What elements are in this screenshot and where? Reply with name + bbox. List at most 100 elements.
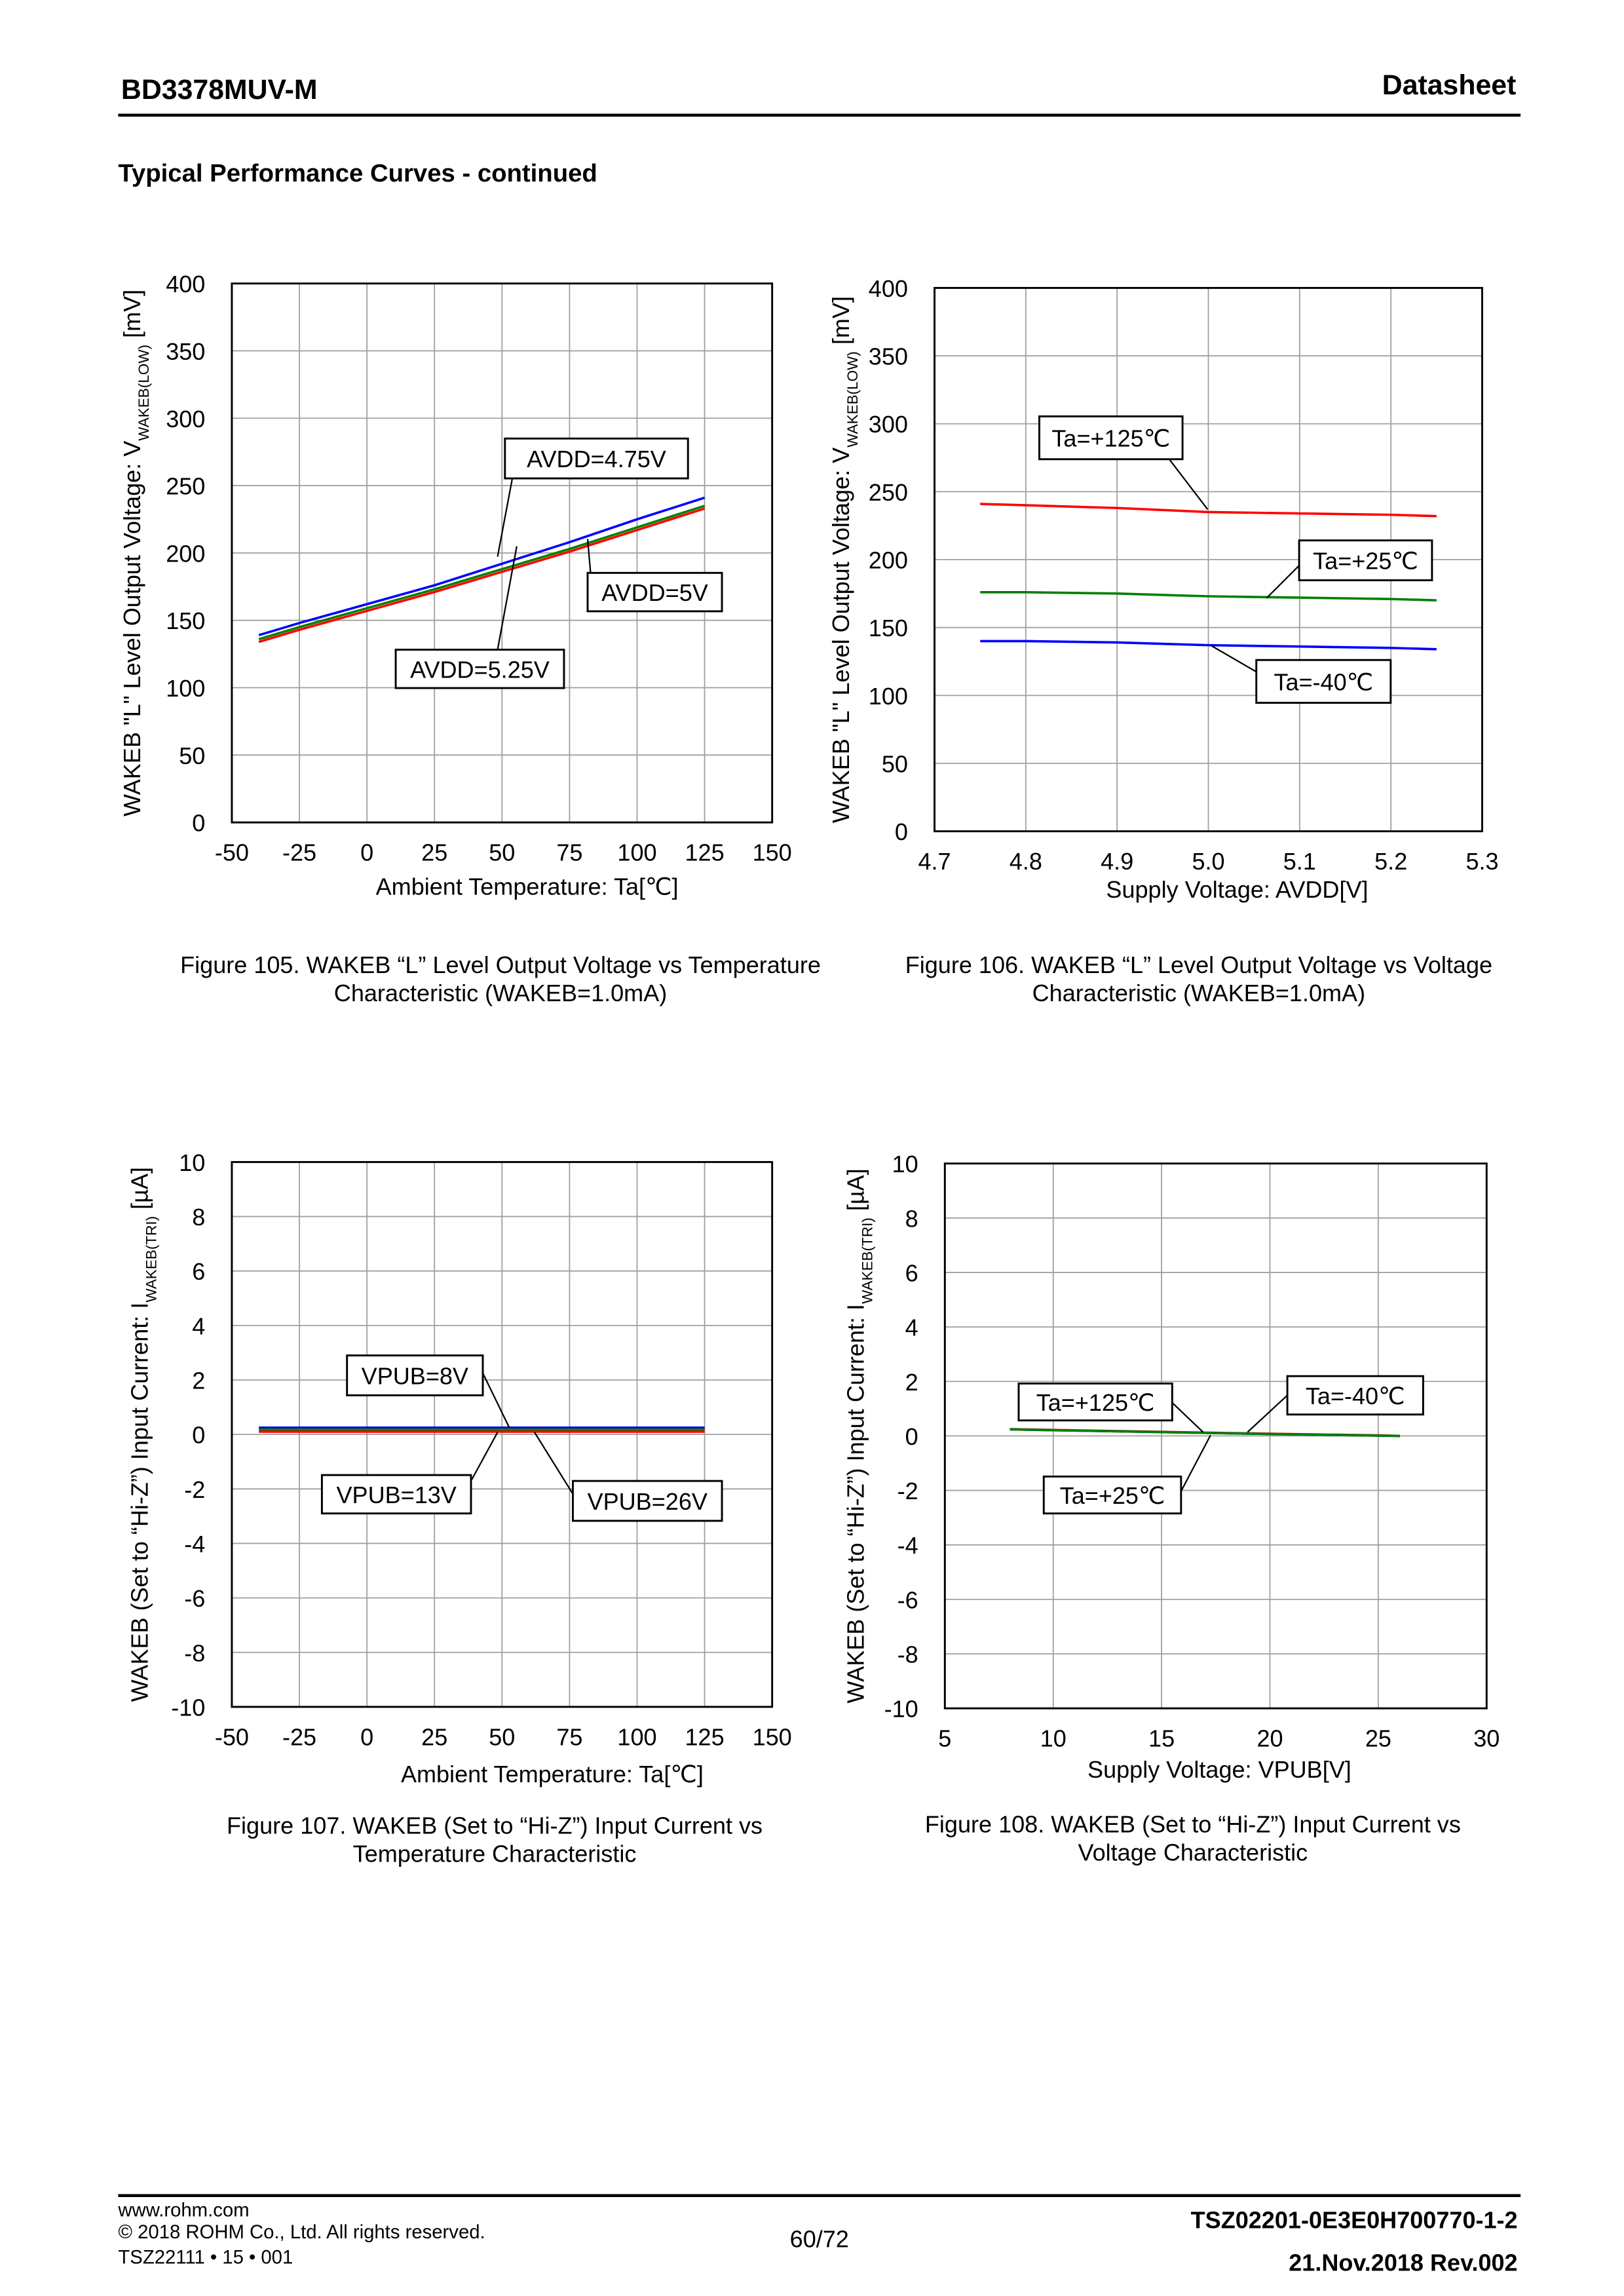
doc-type: Datasheet [1382,69,1517,101]
date-rev: 21.Nov.2018 Rev.002 [1289,2249,1517,2276]
x-tick-label: 100 [617,839,656,866]
callout-box [586,571,723,613]
plot-frame [943,1162,1488,1710]
series-label: AVDD=4.75V [527,446,666,472]
x-tick-label: 4.8 [1010,848,1042,875]
y-tick-label: -4 [897,1532,918,1559]
x-tick-label: 30 [1473,1725,1500,1752]
series-label: AVDD=5.25V [410,656,550,683]
x-tick-label: 4.7 [918,848,951,875]
y-axis-label: WAKEB (Set to “Hi-Z”) Input Current: IWA… [126,1167,159,1702]
y-tick-label: -6 [184,1585,205,1612]
y-axis-label-part: WAKEB(LOW) [844,351,860,448]
x-tick-label: 0 [360,839,373,866]
y-tick-label: -6 [897,1586,918,1613]
callout-leader [1210,644,1257,673]
series-label: Ta=-40℃ [1274,668,1373,695]
callout-leader [586,539,592,573]
form-code: TSZ22111 • 15 • 001 [118,2246,293,2268]
series-label: VPUB=26V [588,1488,708,1515]
plot-frame [231,1160,774,1708]
callout-box [1286,1375,1424,1416]
x-tick-label: 5.0 [1192,848,1224,875]
plot-frame [934,286,1483,833]
y-axis-label-part: WAKEB (Set to “Hi-Z”) Input Current: I [842,1304,869,1704]
x-tick-label: -25 [282,1723,316,1750]
y-tick-label: 350 [869,343,908,370]
y-tick-label: 2 [905,1369,918,1396]
y-tick-label: -4 [184,1531,205,1558]
x-tick-label: 25 [421,1723,447,1750]
y-tick-label: 2 [192,1368,205,1394]
y-axis-label-part: [mV] [827,296,854,351]
x-tick-label: 150 [753,1723,792,1750]
y-axis-label: WAKEB "L" Level Output Voltage: VWAKEB(L… [827,296,861,823]
callout-leader [533,1432,576,1499]
y-tick-label: 50 [179,742,205,769]
figure-caption: Figure 107. WAKEB (Set to “Hi-Z”) Input … [227,1812,763,1839]
section-title: Typical Performance Curves - continued [118,159,597,187]
y-axis-label-part: [mV] [119,290,145,345]
copyright: © 2018 ROHM Co., Ltd. All rights reserve… [118,2221,485,2243]
y-axis-label-part: WAKEB(TRI) [859,1217,875,1304]
series-label: AVDD=5V [601,579,708,606]
callout-box [1017,1382,1173,1422]
series-line [1010,1428,1400,1438]
website: www.rohm.com [117,2199,249,2221]
figure-caption: Figure 105. WAKEB “L” Level Output Volta… [180,951,821,978]
y-tick-label: 200 [166,540,205,567]
callout-leader [497,546,518,650]
y-tick-label: 6 [192,1258,205,1285]
callout-box [320,1474,472,1515]
series-line [980,590,1437,602]
y-tick-label: 250 [869,479,908,506]
page-number: 60/72 [790,2226,849,2253]
series-label: Ta=+125℃ [1036,1389,1155,1416]
figure-caption: Voltage Characteristic [1078,1839,1308,1866]
figure-caption: Characteristic (WAKEB=1.0mA) [1032,980,1365,1006]
y-axis-label-part: [µA] [842,1168,869,1217]
callout-box [1042,1475,1182,1515]
series-label: Ta=+25℃ [1313,548,1418,575]
x-tick-label: 5 [938,1725,951,1752]
series-line [980,503,1437,518]
y-tick-label: 50 [882,751,908,778]
series-label: Ta=-40℃ [1306,1383,1405,1409]
callout-box [1298,539,1433,582]
callout-box [1255,659,1392,704]
y-axis-label-part: WAKEB(TRI) [143,1216,159,1303]
y-tick-label: 10 [179,1149,205,1176]
y-tick-label: 100 [869,683,908,710]
x-tick-label: 10 [1040,1725,1067,1752]
y-axis-label: WAKEB (Set to “Hi-Z”) Input Current: IWA… [842,1168,875,1703]
y-tick-label: -8 [897,1641,918,1668]
x-tick-label: 75 [556,839,582,866]
y-tick-label: 4 [192,1312,205,1339]
x-tick-label: 20 [1256,1725,1283,1752]
y-axis-label: WAKEB "L" Level Output Voltage: VWAKEB(L… [119,290,152,816]
y-axis-label-part: WAKEB "L" Level Output Voltage: V [827,448,854,823]
y-tick-label: 400 [869,275,908,302]
y-tick-label: 400 [166,271,205,297]
series-line [258,507,706,643]
y-tick-label: -2 [184,1476,205,1503]
y-tick-label: -8 [184,1639,205,1666]
x-tick-label: 5.3 [1465,848,1498,875]
plot-frame [231,282,774,824]
callout-leader [1171,1402,1204,1433]
y-tick-label: -10 [884,1696,918,1723]
x-tick-label: -50 [215,1723,249,1750]
y-tick-label: 150 [166,607,205,634]
figure-caption: Figure 108. WAKEB (Set to “Hi-Z”) Input … [925,1810,1461,1837]
y-tick-label: 10 [892,1151,918,1177]
y-tick-label: 300 [869,411,908,438]
series-label: VPUB=8V [362,1363,468,1390]
y-tick-label: 250 [166,473,205,500]
x-tick-label: 50 [489,1723,515,1750]
callout-leader [1247,1394,1288,1433]
series-label: VPUB=13V [336,1482,456,1508]
x-tick-label: 150 [753,839,792,866]
x-axis-label: Supply Voltage: AVDD[V] [1106,876,1368,903]
x-axis-label: Ambient Temperature: Ta[℃] [401,1761,704,1788]
figure-caption: Figure 106. WAKEB “L” Level Output Volta… [905,951,1492,978]
